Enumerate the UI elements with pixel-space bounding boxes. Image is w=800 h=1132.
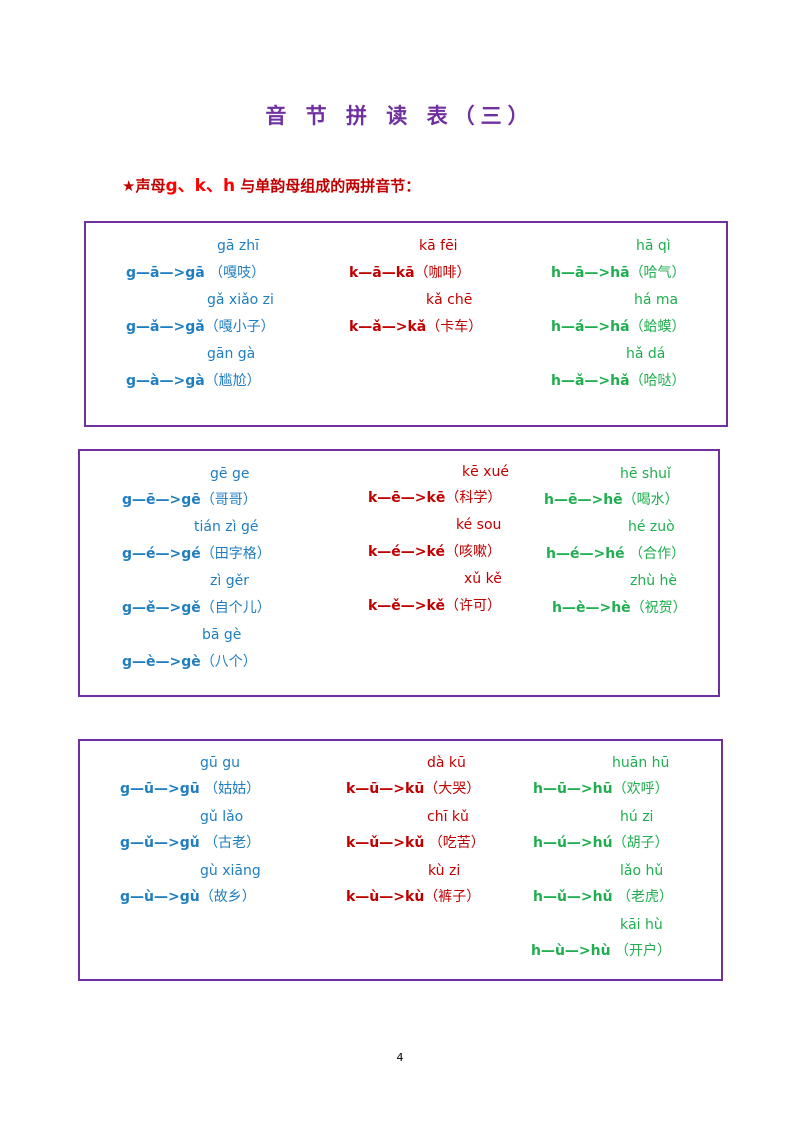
syllable-line: g—ù—>gù（故乡） — [120, 889, 256, 905]
page-number: 4 — [396, 1051, 404, 1064]
syllable-line: h—é—>hé （合作） — [546, 546, 686, 562]
syllable-line: h—á—>há（蛤蟆） — [551, 319, 686, 335]
pinyin-label: tián zì gé — [194, 519, 259, 535]
pinyin-label: ké sou — [456, 517, 502, 533]
syllable-line: g—ē—>gē（哥哥） — [122, 492, 257, 508]
syllable-line: h—ù—>hù （开户） — [531, 943, 672, 959]
syllable-line: k—ù—>kù（裤子） — [346, 889, 481, 905]
pinyin-label: xǔ kě — [464, 571, 502, 587]
section-heading: ★声母g、k、h 与单韵母组成的两拼音节： — [122, 171, 420, 196]
syllable-line: k—ē—>kē（科学） — [368, 490, 502, 506]
syllable-box-u: gū gu g—ū—>gū （姑姑） gǔ lǎo g—ǔ—>gǔ （古老） g… — [78, 739, 723, 981]
syllable-line: k—ě—>kě（许可） — [368, 598, 501, 614]
pinyin-label: kāi hù — [620, 917, 663, 933]
page-title: 音 节 拼 读 表（三） — [265, 104, 535, 128]
heading-prefix: 声母 — [135, 177, 166, 195]
syllable-line: k—ū—>kū（大哭） — [346, 781, 481, 797]
pinyin-label: há ma — [634, 292, 679, 308]
pinyin-label: kē xué — [462, 464, 509, 480]
syllable-line: k—ǎ—>kǎ（卡车） — [349, 319, 483, 335]
pinyin-label: zhù hè — [630, 573, 678, 589]
syllable-line: h—ā—>hā（哈气） — [551, 265, 686, 281]
syllable-line: g—ǔ—>gǔ （古老） — [120, 835, 261, 851]
pinyin-label: hǎ dá — [626, 346, 666, 362]
pinyin-label: gā zhī — [217, 238, 260, 254]
pinyin-label: gū gu — [200, 755, 240, 771]
syllable-line: h—ǔ—>hǔ （老虎） — [533, 889, 674, 905]
syllable-line: g—ǎ—>gǎ（嘎小子） — [126, 319, 275, 335]
syllable-box-a: gā zhī g—ā—>gā （嘎吱） gǎ xiǎo zi g—ǎ—>gǎ（嘎… — [84, 221, 728, 427]
pinyin-label: zì gěr — [210, 573, 249, 589]
pinyin-label: huān hū — [612, 755, 670, 771]
star-icon: ★ — [122, 177, 136, 195]
pinyin-label: kā fēi — [419, 238, 458, 254]
pinyin-label: hē shuǐ — [620, 466, 671, 482]
pinyin-label: dà kū — [427, 755, 466, 771]
pinyin-label: chī kǔ — [427, 809, 469, 825]
syllable-line: h—è—>hè（祝贺） — [552, 600, 687, 616]
pinyin-label: hé zuò — [628, 519, 675, 535]
pinyin-label: bā gè — [202, 627, 242, 643]
syllable-line: k—ǔ—>kǔ （吃苦） — [346, 835, 485, 851]
syllable-line: g—é—>gé（田字格） — [122, 546, 271, 562]
pinyin-label: gù xiāng — [200, 863, 261, 879]
syllable-line: h—ē—>hē（喝水） — [544, 492, 679, 508]
syllable-line: h—ǎ—>hǎ（哈哒） — [551, 373, 686, 389]
syllable-line: g—ě—>gě（自个儿） — [122, 600, 271, 616]
pinyin-label: gān gà — [207, 346, 256, 362]
syllable-box-e: gē ge g—ē—>gē（哥哥） tián zì gé g—é—>gé（田字格… — [78, 449, 720, 697]
pinyin-label: hā qì — [636, 238, 671, 254]
pinyin-label: lǎo hǔ — [620, 863, 664, 879]
syllable-line: g—ā—>gā （嘎吱） — [126, 265, 266, 281]
pinyin-label: gǎ xiǎo zi — [207, 292, 274, 308]
heading-initials: g、k、h — [165, 176, 236, 196]
pinyin-label: gǔ lǎo — [200, 809, 244, 825]
syllable-line: g—à—>gà（尴尬） — [126, 373, 261, 389]
syllable-line: k—é—>ké（咳嗽） — [368, 544, 501, 560]
syllable-line: g—è—>gè（八个） — [122, 654, 257, 670]
syllable-line: h—ú—>hú（胡子） — [533, 835, 669, 851]
pinyin-label: gē ge — [210, 466, 250, 482]
syllable-line: k—ā—kā（咖啡） — [349, 265, 471, 281]
pinyin-label: kǎ chē — [426, 292, 473, 308]
heading-suffix: 与单韵母组成的两拼音节： — [235, 177, 421, 195]
syllable-line: g—ū—>gū （姑姑） — [120, 781, 261, 797]
pinyin-label: kù zi — [428, 863, 461, 879]
pinyin-label: hú zi — [620, 809, 654, 825]
syllable-line: h—ū—>hū（欢呼） — [533, 781, 669, 797]
